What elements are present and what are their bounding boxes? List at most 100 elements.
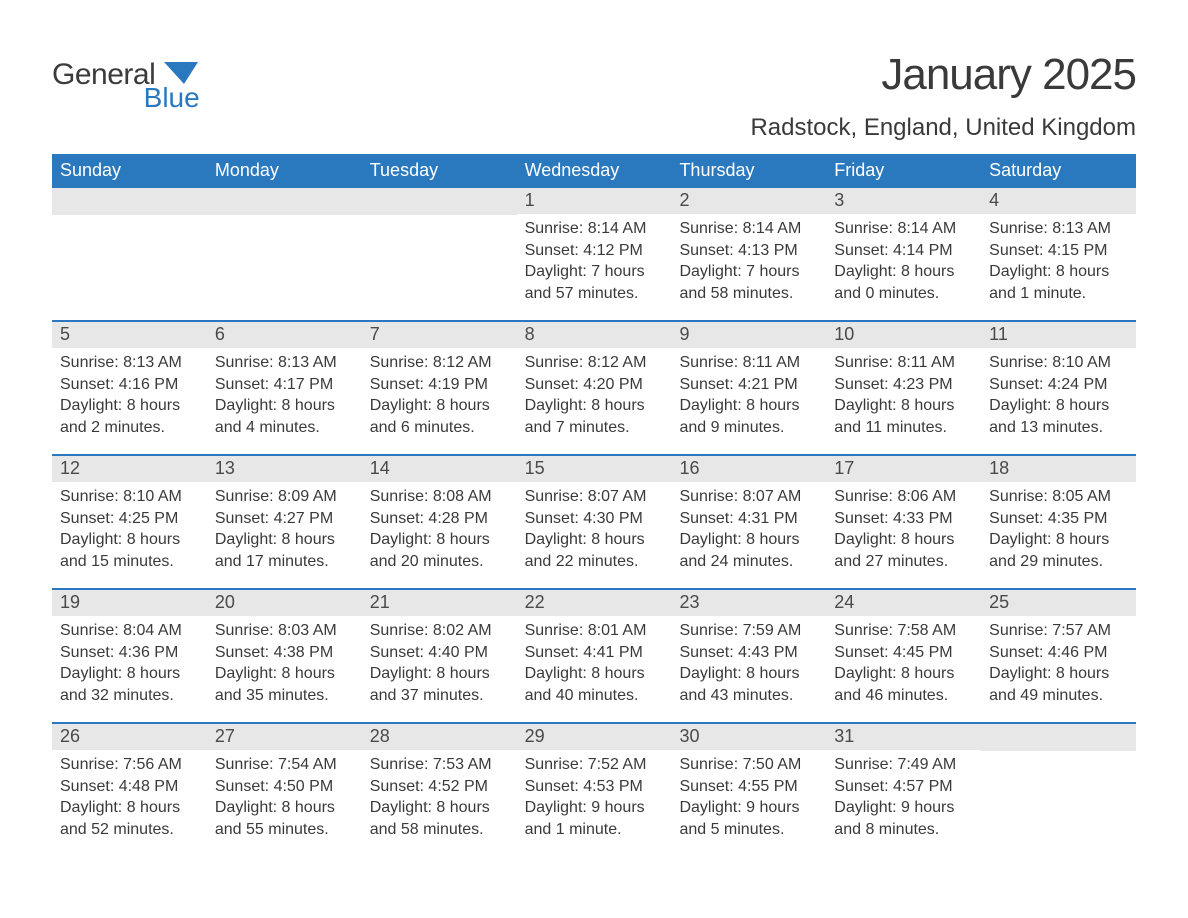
- sunset-line: Sunset: 4:35 PM: [989, 508, 1128, 530]
- daylight-line: Daylight: 9 hours and 5 minutes.: [679, 797, 818, 840]
- day-cell: 13Sunrise: 8:09 AMSunset: 4:27 PMDayligh…: [207, 456, 362, 588]
- day-cell: 27Sunrise: 7:54 AMSunset: 4:50 PMDayligh…: [207, 724, 362, 856]
- day-number-row: 28: [362, 724, 517, 750]
- day-number-row: 6: [207, 322, 362, 348]
- daylight-line: Daylight: 8 hours and 40 minutes.: [525, 663, 664, 706]
- sunset-line: Sunset: 4:23 PM: [834, 374, 973, 396]
- daylight-line: Daylight: 7 hours and 57 minutes.: [525, 261, 664, 304]
- day-number-row: 24: [826, 590, 981, 616]
- sunrise-line: Sunrise: 8:11 AM: [834, 352, 973, 374]
- week-row: 26Sunrise: 7:56 AMSunset: 4:48 PMDayligh…: [52, 722, 1136, 856]
- sunrise-line: Sunrise: 8:12 AM: [370, 352, 509, 374]
- day-cell: 14Sunrise: 8:08 AMSunset: 4:28 PMDayligh…: [362, 456, 517, 588]
- day-info: Sunrise: 7:57 AMSunset: 4:46 PMDaylight:…: [989, 620, 1128, 706]
- daylight-line: Daylight: 9 hours and 8 minutes.: [834, 797, 973, 840]
- sunset-line: Sunset: 4:12 PM: [525, 240, 664, 262]
- sunrise-line: Sunrise: 7:57 AM: [989, 620, 1128, 642]
- brand-word1: General: [52, 58, 155, 91]
- day-number: 28: [370, 726, 390, 746]
- day-info: Sunrise: 8:13 AMSunset: 4:16 PMDaylight:…: [60, 352, 199, 438]
- sunrise-line: Sunrise: 8:07 AM: [525, 486, 664, 508]
- sunrise-line: Sunrise: 8:05 AM: [989, 486, 1128, 508]
- sunrise-line: Sunrise: 8:10 AM: [60, 486, 199, 508]
- weekday-header-row: SundayMondayTuesdayWednesdayThursdayFrid…: [52, 154, 1136, 188]
- sunset-line: Sunset: 4:16 PM: [60, 374, 199, 396]
- day-info: Sunrise: 8:11 AMSunset: 4:21 PMDaylight:…: [679, 352, 818, 438]
- day-info: Sunrise: 7:59 AMSunset: 4:43 PMDaylight:…: [679, 620, 818, 706]
- sunrise-line: Sunrise: 8:12 AM: [525, 352, 664, 374]
- sunset-line: Sunset: 4:24 PM: [989, 374, 1128, 396]
- sunrise-line: Sunrise: 7:50 AM: [679, 754, 818, 776]
- month-title: January 2025: [750, 50, 1136, 100]
- day-number: 13: [215, 458, 235, 478]
- weekday-header: Tuesday: [362, 154, 517, 188]
- day-number: 2: [679, 190, 689, 210]
- day-number: 9: [679, 324, 689, 344]
- day-number-row: 13: [207, 456, 362, 482]
- sunset-line: Sunset: 4:17 PM: [215, 374, 354, 396]
- day-cell: 25Sunrise: 7:57 AMSunset: 4:46 PMDayligh…: [981, 590, 1136, 722]
- sunrise-line: Sunrise: 7:56 AM: [60, 754, 199, 776]
- daylight-line: Daylight: 8 hours and 1 minute.: [989, 261, 1128, 304]
- day-number-row: 23: [671, 590, 826, 616]
- day-info: Sunrise: 7:52 AMSunset: 4:53 PMDaylight:…: [525, 754, 664, 840]
- day-number: 3: [834, 190, 844, 210]
- day-number-row: 22: [517, 590, 672, 616]
- sunrise-line: Sunrise: 8:04 AM: [60, 620, 199, 642]
- daylight-line: Daylight: 8 hours and 55 minutes.: [215, 797, 354, 840]
- sunset-line: Sunset: 4:41 PM: [525, 642, 664, 664]
- day-number: 1: [525, 190, 535, 210]
- sunset-line: Sunset: 4:30 PM: [525, 508, 664, 530]
- day-number: 15: [525, 458, 545, 478]
- day-number-row: 19: [52, 590, 207, 616]
- day-number: 19: [60, 592, 80, 612]
- sunrise-line: Sunrise: 8:01 AM: [525, 620, 664, 642]
- day-number: 29: [525, 726, 545, 746]
- day-cell: 15Sunrise: 8:07 AMSunset: 4:30 PMDayligh…: [517, 456, 672, 588]
- day-number: 7: [370, 324, 380, 344]
- daylight-line: Daylight: 8 hours and 24 minutes.: [679, 529, 818, 572]
- day-cell: 1Sunrise: 8:14 AMSunset: 4:12 PMDaylight…: [517, 188, 672, 320]
- sunset-line: Sunset: 4:46 PM: [989, 642, 1128, 664]
- day-cell: [362, 188, 517, 320]
- daylight-line: Daylight: 8 hours and 37 minutes.: [370, 663, 509, 706]
- day-number-row: 21: [362, 590, 517, 616]
- daylight-line: Daylight: 7 hours and 58 minutes.: [679, 261, 818, 304]
- sunrise-line: Sunrise: 7:59 AM: [679, 620, 818, 642]
- daylight-line: Daylight: 8 hours and 7 minutes.: [525, 395, 664, 438]
- empty-day-number-row: [207, 188, 362, 215]
- day-number: 12: [60, 458, 80, 478]
- day-number-row: 18: [981, 456, 1136, 482]
- day-cell: 17Sunrise: 8:06 AMSunset: 4:33 PMDayligh…: [826, 456, 981, 588]
- sunrise-line: Sunrise: 8:13 AM: [215, 352, 354, 374]
- daylight-line: Daylight: 8 hours and 6 minutes.: [370, 395, 509, 438]
- day-number: 14: [370, 458, 390, 478]
- sunset-line: Sunset: 4:15 PM: [989, 240, 1128, 262]
- day-number-row: 9: [671, 322, 826, 348]
- day-info: Sunrise: 7:49 AMSunset: 4:57 PMDaylight:…: [834, 754, 973, 840]
- sunset-line: Sunset: 4:14 PM: [834, 240, 973, 262]
- day-number-row: 10: [826, 322, 981, 348]
- flag-icon: [164, 62, 198, 84]
- day-cell: 31Sunrise: 7:49 AMSunset: 4:57 PMDayligh…: [826, 724, 981, 856]
- day-info: Sunrise: 7:54 AMSunset: 4:50 PMDaylight:…: [215, 754, 354, 840]
- daylight-line: Daylight: 8 hours and 17 minutes.: [215, 529, 354, 572]
- sunrise-line: Sunrise: 8:07 AM: [679, 486, 818, 508]
- week-row: 5Sunrise: 8:13 AMSunset: 4:16 PMDaylight…: [52, 320, 1136, 454]
- sunset-line: Sunset: 4:48 PM: [60, 776, 199, 798]
- day-number: 30: [679, 726, 699, 746]
- day-number-row: 20: [207, 590, 362, 616]
- sunset-line: Sunset: 4:36 PM: [60, 642, 199, 664]
- daylight-line: Daylight: 8 hours and 4 minutes.: [215, 395, 354, 438]
- week-row: 12Sunrise: 8:10 AMSunset: 4:25 PMDayligh…: [52, 454, 1136, 588]
- daylight-line: Daylight: 8 hours and 9 minutes.: [679, 395, 818, 438]
- sunset-line: Sunset: 4:21 PM: [679, 374, 818, 396]
- day-cell: 16Sunrise: 8:07 AMSunset: 4:31 PMDayligh…: [671, 456, 826, 588]
- sunrise-line: Sunrise: 7:52 AM: [525, 754, 664, 776]
- week-row: 1Sunrise: 8:14 AMSunset: 4:12 PMDaylight…: [52, 188, 1136, 320]
- daylight-line: Daylight: 8 hours and 29 minutes.: [989, 529, 1128, 572]
- sunset-line: Sunset: 4:53 PM: [525, 776, 664, 798]
- day-number-row: 4: [981, 188, 1136, 214]
- day-info: Sunrise: 8:11 AMSunset: 4:23 PMDaylight:…: [834, 352, 973, 438]
- sunset-line: Sunset: 4:57 PM: [834, 776, 973, 798]
